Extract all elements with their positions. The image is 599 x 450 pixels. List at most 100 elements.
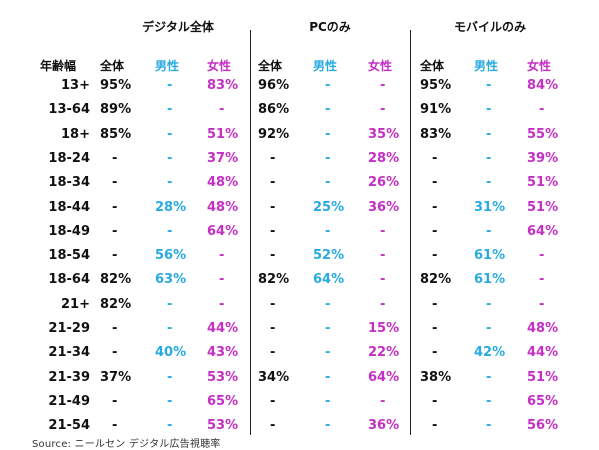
value-cell-male: -: [325, 150, 331, 166]
source-note: Source: ニールセン デジタル広告視聴率: [32, 439, 221, 450]
value-cell-total: -: [270, 345, 276, 361]
row-label: 21+: [61, 296, 90, 312]
row-label: 18-49: [48, 223, 90, 239]
row-label: 21-29: [48, 321, 90, 336]
column-header-female: 女性: [368, 59, 393, 73]
value-cell-female: 39%: [527, 150, 559, 166]
value-cell-male: -: [486, 175, 492, 191]
value-cell-female: -: [380, 272, 386, 288]
value-cell-male: -: [486, 78, 492, 93]
column-header-male: 男性: [155, 59, 180, 73]
value-cell-male: -: [325, 345, 331, 361]
value-cell-female: -: [539, 296, 545, 312]
value-cell-male: -: [325, 296, 331, 312]
value-cell-total: -: [270, 321, 276, 336]
value-cell-male: -: [167, 369, 173, 385]
column-divider: [250, 30, 251, 435]
value-cell-total: 92%: [258, 126, 290, 142]
value-cell-total: -: [112, 345, 118, 361]
value-cell-total: -: [432, 296, 438, 312]
value-cell-total: -: [270, 199, 276, 215]
column-header-female: 女性: [527, 59, 552, 73]
value-cell-total: -: [432, 175, 438, 191]
column-header-total: 全体: [258, 59, 283, 73]
value-cell-male: -: [325, 393, 331, 409]
row-label: 21-39: [48, 369, 90, 385]
value-cell-male: -: [486, 150, 492, 166]
value-cell-male: 28%: [155, 199, 187, 215]
value-cell-female: -: [380, 78, 386, 93]
column-header-male: 男性: [474, 59, 499, 73]
value-cell-total: -: [112, 199, 118, 215]
value-cell-male: 64%: [313, 272, 345, 288]
value-cell-female: 64%: [527, 223, 559, 239]
value-cell-female: 44%: [207, 321, 239, 336]
value-cell-male: -: [325, 175, 331, 191]
row-label: 21-34: [48, 345, 90, 361]
value-cell-total: 95%: [420, 78, 452, 93]
value-cell-male: -: [486, 393, 492, 409]
value-cell-female: -: [219, 296, 225, 312]
value-cell-male: -: [486, 223, 492, 239]
value-cell-female: -: [380, 223, 386, 239]
value-cell-female: -: [539, 248, 545, 264]
value-cell-female: 28%: [368, 150, 400, 166]
value-cell-male: -: [486, 126, 492, 142]
row-label: 13+: [61, 78, 90, 93]
row-label: 21-54: [48, 418, 90, 434]
value-cell-female: -: [380, 248, 386, 264]
value-cell-male: -: [167, 78, 173, 93]
value-cell-male: -: [325, 418, 331, 434]
value-cell-female: -: [219, 248, 225, 264]
value-cell-total: -: [270, 418, 276, 434]
value-cell-total: 89%: [100, 102, 132, 118]
column-header-total: 全体: [100, 59, 125, 73]
value-cell-total: -: [270, 223, 276, 239]
group-header-pc-only: PCのみ: [309, 20, 351, 34]
value-cell-female: 55%: [527, 126, 559, 142]
value-cell-total: 82%: [420, 272, 452, 288]
group-header-mobile-only: モバイルのみ: [453, 20, 526, 34]
column-header-female: 女性: [207, 59, 232, 73]
value-cell-total: -: [270, 393, 276, 409]
value-cell-total: 95%: [100, 78, 132, 93]
value-cell-total: 37%: [100, 369, 132, 385]
value-cell-male: -: [325, 78, 331, 93]
value-cell-female: 26%: [368, 175, 400, 191]
value-cell-female: 83%: [207, 78, 239, 93]
value-cell-female: -: [380, 102, 386, 118]
value-cell-total: -: [112, 418, 118, 434]
value-cell-female: 44%: [527, 345, 559, 361]
value-cell-total: -: [270, 248, 276, 264]
value-cell-female: 37%: [207, 150, 239, 166]
value-cell-female: 22%: [368, 345, 400, 361]
value-cell-female: 53%: [207, 418, 239, 434]
value-cell-total: -: [432, 199, 438, 215]
value-cell-male: -: [167, 126, 173, 142]
value-cell-total: 82%: [258, 272, 290, 288]
value-cell-female: 43%: [207, 345, 239, 361]
value-cell-total: -: [432, 393, 438, 409]
row-label: 18+: [61, 126, 90, 142]
value-cell-total: -: [270, 175, 276, 191]
value-cell-male: -: [325, 369, 331, 385]
column-divider: [410, 30, 411, 435]
value-cell-female: 65%: [207, 393, 239, 409]
value-cell-female: 48%: [527, 321, 559, 336]
value-cell-female: 51%: [207, 126, 239, 142]
value-cell-female: 15%: [368, 321, 400, 336]
value-cell-total: 96%: [258, 78, 290, 93]
value-cell-male: -: [167, 175, 173, 191]
value-cell-female: 35%: [368, 126, 400, 142]
value-cell-male: -: [486, 369, 492, 385]
row-label: 18-34: [48, 175, 90, 191]
value-cell-male: -: [486, 102, 492, 118]
value-cell-male: -: [486, 296, 492, 312]
value-cell-male: -: [167, 321, 173, 336]
column-header-male: 男性: [313, 59, 338, 73]
value-cell-female: 48%: [207, 199, 239, 215]
value-cell-male: -: [167, 102, 173, 118]
column-header-total: 全体: [420, 59, 445, 73]
value-cell-total: -: [112, 175, 118, 191]
value-cell-male: -: [486, 418, 492, 434]
